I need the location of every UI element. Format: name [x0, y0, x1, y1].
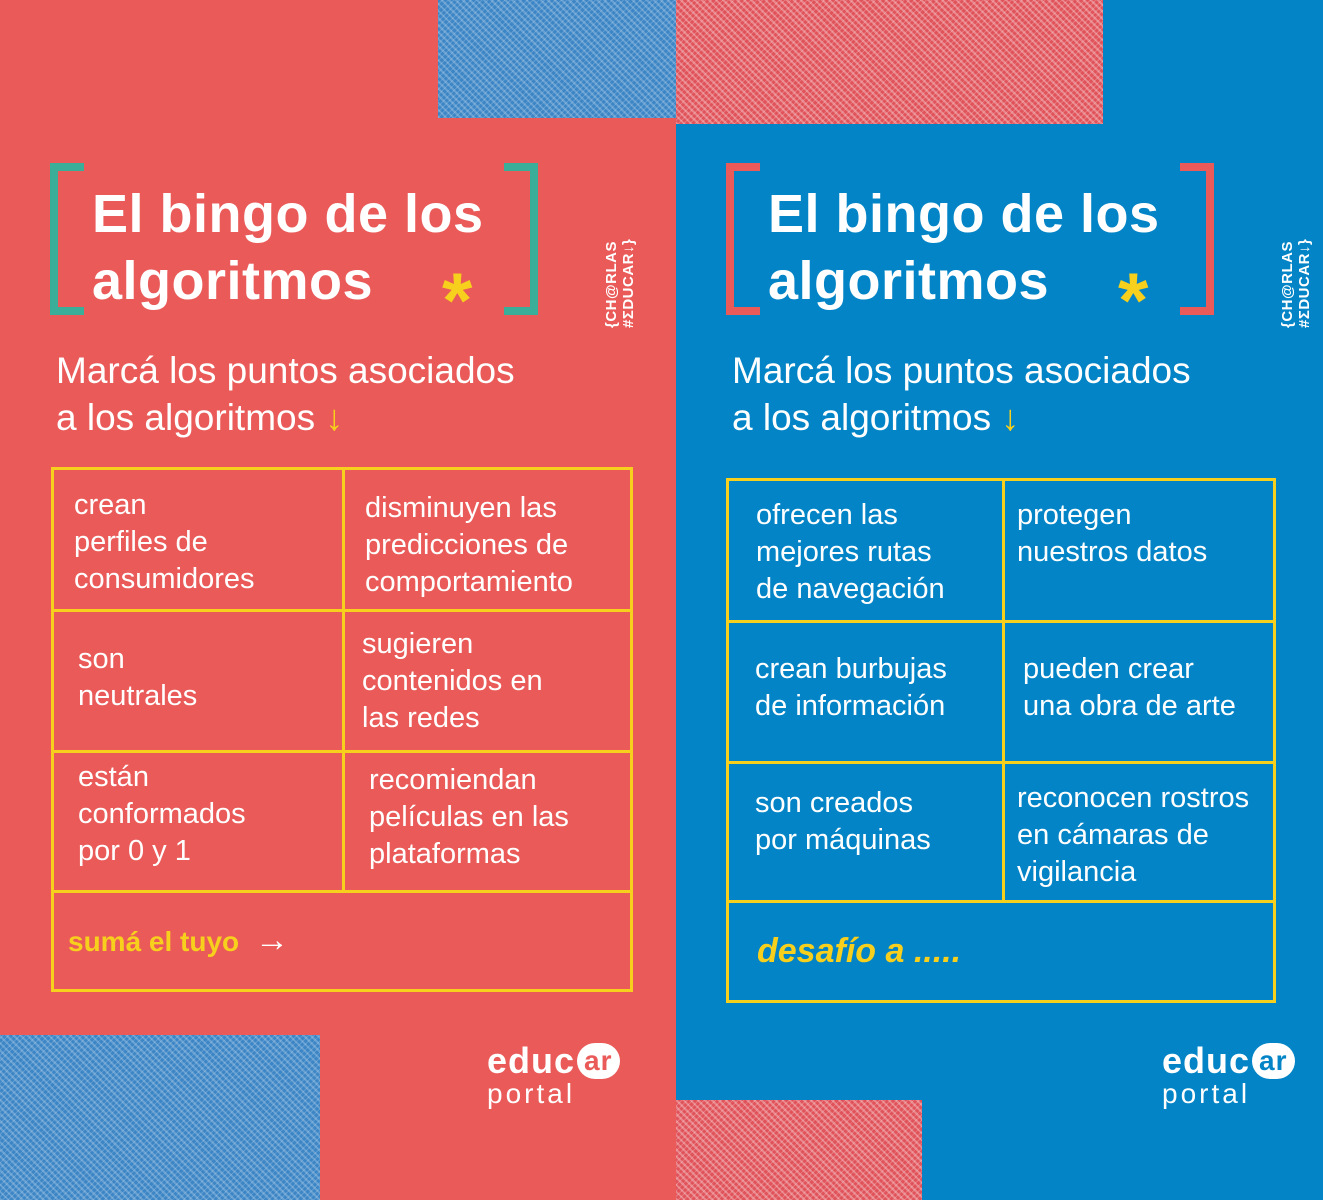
subtitle: Marcá los puntos asociados a los algorit… [56, 347, 515, 441]
right-bracket [1180, 163, 1214, 315]
right-bracket [504, 163, 538, 315]
bingo-cell[interactable]: son neutrales [78, 643, 198, 712]
logo-ar-badge: ar [577, 1043, 620, 1079]
arrow-down-icon: ↓ [325, 397, 344, 438]
bingo-grid: ofrecen las mejores rutas de navegación … [726, 478, 1276, 1003]
title-line-2: algoritmos [768, 251, 1050, 311]
bingo-cell[interactable]: son creados por máquinas [755, 787, 931, 856]
subtitle-line-2: a los algoritmos [56, 397, 316, 438]
grid-divider [729, 900, 1273, 903]
right-card: El bingo de los algoritmos * {CH@RLAS #Σ… [676, 0, 1323, 1200]
left-bracket [726, 163, 760, 315]
grid-divider [54, 609, 630, 612]
subtitle-line-1: Marcá los puntos asociados [732, 350, 1191, 391]
title-block: El bingo de los algoritmos * [726, 163, 1214, 339]
texture-bottom-left [0, 1035, 320, 1200]
title-block: El bingo de los algoritmos * [50, 163, 538, 339]
hashtag-label: {CH@RLAS #ΣDUCAR↓} [1279, 238, 1313, 328]
arrow-down-icon: ↓ [1001, 397, 1020, 438]
left-bracket [50, 163, 84, 315]
bingo-cell[interactable]: están conformados por 0 y 1 [78, 761, 246, 867]
grid-divider [54, 890, 630, 893]
bingo-cell[interactable]: recomiendan películas en las plataformas [369, 764, 569, 870]
bingo-cell[interactable]: pueden crear una obra de arte [1023, 653, 1236, 722]
star-icon: * [1118, 256, 1149, 344]
challenge-prompt[interactable]: desafío a ..... [757, 932, 962, 970]
star-icon: * [442, 256, 473, 344]
grid-divider [729, 761, 1273, 764]
title: El bingo de los algoritmos [768, 181, 1160, 315]
bingo-cell[interactable]: protegen nuestros datos [1017, 499, 1208, 568]
bingo-cell[interactable]: crean burbujas de información [755, 653, 947, 722]
arrow-right-icon: → [254, 921, 289, 959]
texture-bottom-right [676, 1100, 922, 1200]
texture-top-left [438, 0, 676, 118]
educar-logo: educ ar portal [487, 1040, 620, 1110]
logo-ar-badge: ar [1252, 1043, 1295, 1079]
grid-divider [54, 750, 630, 753]
bingo-grid: crean perfiles de consumidores disminuye… [51, 467, 633, 992]
grid-divider [342, 470, 345, 893]
subtitle-line-1: Marcá los puntos asociados [56, 350, 515, 391]
add-your-own-prompt[interactable]: sumá el tuyo → [68, 921, 289, 959]
title-line-1: El bingo de los [92, 184, 484, 244]
left-card: El bingo de los algoritmos * {CH@RLAS #Σ… [0, 0, 676, 1200]
texture-top-right [676, 0, 1103, 124]
hashtag-label: {CH@RLAS #ΣDUCAR↓} [603, 238, 637, 328]
title-line-1: El bingo de los [768, 184, 1160, 244]
grid-divider [1002, 481, 1005, 903]
educar-logo: educ ar portal [1162, 1040, 1295, 1110]
title-line-2: algoritmos [92, 251, 374, 311]
bingo-cell[interactable]: ofrecen las mejores rutas de navegación [756, 499, 945, 605]
bingo-cell[interactable]: disminuyen las predicciones de comportam… [365, 492, 573, 598]
subtitle: Marcá los puntos asociados a los algorit… [732, 347, 1191, 441]
subtitle-line-2: a los algoritmos [732, 397, 992, 438]
grid-divider [729, 620, 1273, 623]
title: El bingo de los algoritmos [92, 181, 484, 315]
bingo-cell[interactable]: reconocen rostros en cámaras de vigilanc… [1017, 782, 1250, 888]
bingo-cell[interactable]: crean perfiles de consumidores [74, 489, 255, 595]
bingo-cell[interactable]: sugieren contenidos en las redes [362, 628, 543, 734]
